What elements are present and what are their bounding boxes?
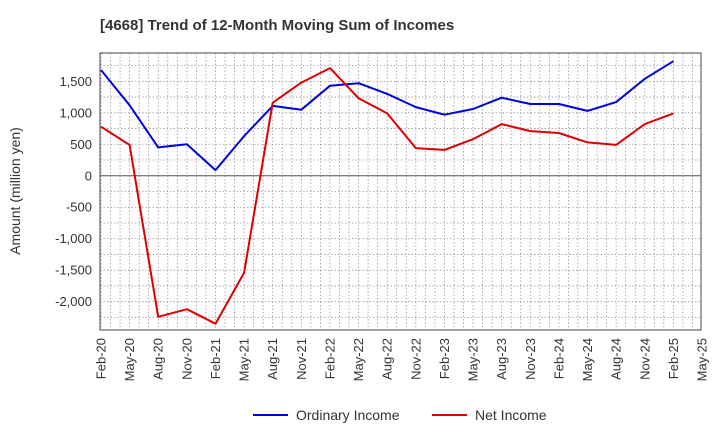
x-tick-label: Feb-25 bbox=[666, 338, 681, 379]
y-axis: 1,500 1,000 500 0 -500 -1,000 -1,500 -2,000 bbox=[55, 74, 92, 309]
series-layer bbox=[100, 60, 674, 325]
legend-label: Net Income bbox=[475, 407, 547, 423]
x-tick-label: Feb-21 bbox=[208, 338, 223, 379]
y-tick-label: 1,000 bbox=[59, 105, 92, 120]
x-tick-label: Nov-21 bbox=[294, 338, 309, 380]
x-tick-label: Aug-23 bbox=[494, 338, 509, 380]
legend-label: Ordinary Income bbox=[296, 407, 400, 423]
x-tick-label: Aug-21 bbox=[265, 338, 280, 380]
y-tick-label: -2,000 bbox=[55, 294, 92, 309]
x-tick-label: Aug-22 bbox=[380, 338, 395, 380]
y-tick-label: -1,500 bbox=[55, 263, 92, 278]
x-tick-label: May-25 bbox=[695, 338, 710, 381]
grid bbox=[100, 53, 701, 330]
x-tick-label: May-23 bbox=[466, 338, 481, 381]
x-tick-label: Nov-20 bbox=[179, 338, 194, 380]
y-tick-label: -500 bbox=[66, 200, 92, 215]
series-line-ordinary-income bbox=[100, 60, 674, 172]
x-tick-label: Aug-24 bbox=[609, 338, 624, 380]
y-tick-label: 500 bbox=[70, 137, 92, 152]
x-tick-label: Feb-23 bbox=[437, 338, 452, 379]
x-tick-label: Feb-24 bbox=[551, 338, 566, 379]
x-tick-label: Nov-24 bbox=[637, 338, 652, 380]
y-axis-label: Amount (million yen) bbox=[7, 127, 23, 255]
chart-title: [4668] Trend of 12-Month Moving Sum of I… bbox=[100, 17, 454, 34]
x-tick-label: Feb-22 bbox=[322, 338, 337, 379]
x-tick-label: May-21 bbox=[237, 338, 252, 381]
x-tick-label: Nov-23 bbox=[523, 338, 538, 380]
x-axis: Feb-20 May-20 Aug-20 Nov-20 Feb-21 May-21 Aug-… bbox=[94, 338, 710, 381]
x-tick-label: May-24 bbox=[580, 338, 595, 381]
y-tick-label: -1,000 bbox=[55, 231, 92, 246]
x-tick-label: Aug-20 bbox=[151, 338, 166, 380]
plot-area bbox=[99, 52, 702, 331]
y-tick-label: 1,500 bbox=[59, 74, 92, 89]
x-tick-label: Nov-22 bbox=[408, 338, 423, 380]
x-tick-label: May-20 bbox=[122, 338, 137, 381]
x-tick-label: May-22 bbox=[351, 338, 366, 381]
x-tick-label: Feb-20 bbox=[94, 338, 109, 379]
y-tick-label: 0 bbox=[85, 168, 92, 183]
series-line-net-income bbox=[100, 67, 674, 325]
legend: Ordinary Income Net Income bbox=[253, 407, 547, 423]
